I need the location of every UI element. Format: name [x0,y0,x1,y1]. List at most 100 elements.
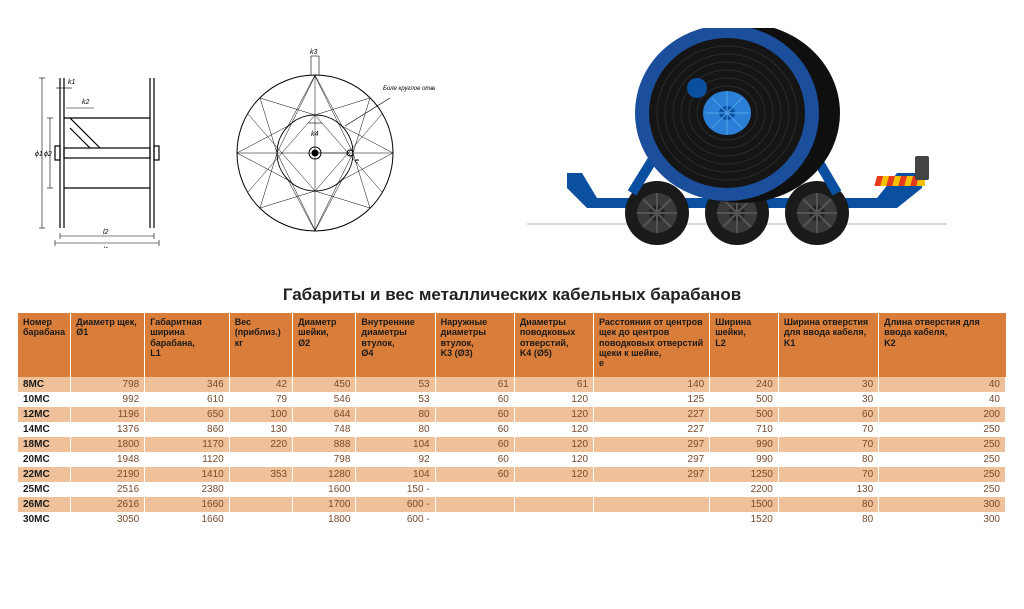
table-cell: 61 [435,377,514,392]
table-cell: 61 [514,377,593,392]
table-cell: 1500 [710,497,779,512]
column-header: Длина отверстия для ввода кабеля,K2 [879,313,1006,377]
table-cell: 297 [594,437,710,452]
table-cell: 1410 [145,467,229,482]
table-cell: 1376 [71,422,145,437]
table-cell: 60 [435,422,514,437]
column-header: Габаритная ширина барабана,L1 [145,313,229,377]
table-cell: 748 [293,422,356,437]
table-cell: 125 [594,392,710,407]
table-cell: 500 [710,392,779,407]
table-cell: 60 [435,437,514,452]
table-cell [435,497,514,512]
table-cell: 990 [710,437,779,452]
table-cell [229,512,292,527]
label-phi2: ϕ2 [44,151,52,158]
table-cell: 120 [514,392,593,407]
table-cell: 992 [71,392,145,407]
diagram-side-view: ϕ1 ϕ2 l1 l2 k1 k2 [30,48,190,248]
table-cell: 104 [356,467,435,482]
table-cell: 860 [145,422,229,437]
table-cell: 250 [879,482,1006,497]
table-cell: 297 [594,452,710,467]
table-row: 8MC798346424505361611402403040 [18,377,1006,392]
table-cell: 80 [356,407,435,422]
table-cell: 227 [594,422,710,437]
label-phi1: ϕ1 [35,151,43,158]
table-cell: 10MC [18,392,71,407]
table-cell: 1600 [293,482,356,497]
diagram-front-view: k3 k4 e Боле круглое отверстие ϕ3 [215,48,435,248]
table-cell: 1948 [71,452,145,467]
table-cell: 300 [879,512,1006,527]
table-row: 18MC180011702208881046012029799070250 [18,437,1006,452]
table-body: 8MC79834642450536161140240304010MC992610… [18,377,1006,527]
table-cell: 250 [879,437,1006,452]
table-row: 20MC19481120798926012029799080250 [18,452,1006,467]
table-cell: 1800 [71,437,145,452]
table-cell: 40 [879,392,1006,407]
column-header: Диаметр шейки,Ø2 [293,313,356,377]
table-cell: 42 [229,377,292,392]
table-cell: 92 [356,452,435,467]
table-row: 22MC21901410353128010460120297125070250 [18,467,1006,482]
table-cell: 30MC [18,512,71,527]
table-cell: 53 [356,392,435,407]
column-header: Диаметры поводковых отверстий,K4 (Ø5) [514,313,593,377]
column-header: Номер барабана [18,313,71,377]
page-title: Габариты и вес металлических кабельных б… [0,285,1024,305]
table-cell: 25MC [18,482,71,497]
table-cell: 60 [435,467,514,482]
column-header: Диаметр щек,Ø1 [71,313,145,377]
table-row: 25MC251623801600150 -2200130250 [18,482,1006,497]
table-cell: 2200 [710,482,779,497]
table-cell: 60 [435,407,514,422]
table-cell: 130 [778,482,878,497]
table-cell: 60 [435,452,514,467]
table-cell [435,482,514,497]
table-cell [594,497,710,512]
table-cell [229,452,292,467]
table-cell [229,482,292,497]
table-cell: 1700 [293,497,356,512]
table-cell: 104 [356,437,435,452]
table-cell: 120 [514,452,593,467]
table-cell: 120 [514,422,593,437]
table-cell: 30 [778,377,878,392]
table-cell [514,512,593,527]
table-cell: 120 [514,407,593,422]
table-cell: 1660 [145,497,229,512]
table-cell: 70 [778,437,878,452]
table-cell: 798 [293,452,356,467]
column-header: Ширина шейки,L2 [710,313,779,377]
table-cell: 80 [778,452,878,467]
table-cell: 250 [879,452,1006,467]
table-cell [514,482,593,497]
table-cell: 3050 [71,512,145,527]
column-header: Внутренние диаметры втулок,Ø4 [356,313,435,377]
table-cell: 150 - [356,482,435,497]
table-cell: 120 [514,467,593,482]
table-row: 26MC261616601700600 -150080300 [18,497,1006,512]
table-cell: 53 [356,377,435,392]
table-cell: 600 - [356,497,435,512]
table-cell: 80 [778,512,878,527]
table-cell: 2616 [71,497,145,512]
table-cell: 1800 [293,512,356,527]
label-k4: k4 [311,131,319,138]
label-front-note: Боле круглое отверстие ϕ3 [383,86,435,92]
table-cell: 798 [71,377,145,392]
trailer-illustration [480,23,994,273]
table-cell: 30 [778,392,878,407]
table-cell [514,497,593,512]
table-cell [435,512,514,527]
table-cell: 70 [778,467,878,482]
label-k3: k3 [310,49,318,56]
table-cell: 1660 [145,512,229,527]
table-cell: 1250 [710,467,779,482]
table-cell: 60 [778,407,878,422]
table-row: 14MC1376860130748806012022771070250 [18,422,1006,437]
table-cell: 70 [778,422,878,437]
table-cell: 1520 [710,512,779,527]
table-header: Номер барабанаДиаметр щек,Ø1Габаритная ш… [18,313,1006,377]
